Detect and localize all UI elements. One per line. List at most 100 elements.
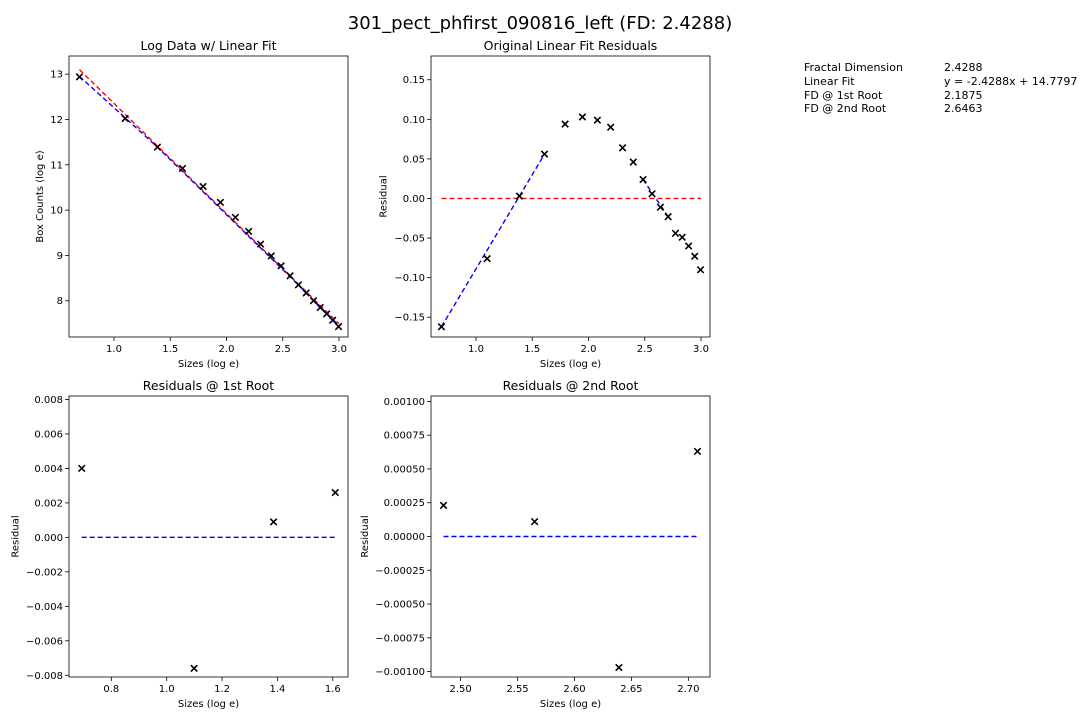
info-key-fractal-dimension: Fractal Dimension [804, 61, 903, 74]
data-point [286, 272, 294, 280]
data-point [656, 203, 665, 211]
y-tick-label: −0.00100 [375, 667, 425, 678]
y-axis-label: Residual [379, 175, 390, 217]
y-tick-label: 0.00100 [384, 397, 425, 408]
plot-frame [430, 55, 711, 338]
data-point [561, 120, 569, 128]
y-tick-label: 0.00075 [384, 431, 425, 442]
data-point [678, 233, 686, 242]
data-point [244, 227, 253, 236]
x-tick-label: 2.0 [219, 344, 235, 355]
y-tick-label: 0.002 [34, 498, 63, 509]
data-point [316, 303, 324, 312]
y-tick-label: 0.00 [403, 194, 425, 205]
y-tick-label: −0.15 [394, 313, 425, 324]
y-tick-label: −0.05 [394, 234, 425, 245]
x-axis-label: Sizes (log e) [178, 699, 239, 710]
x-tick-label: 1.0 [468, 344, 484, 355]
x-axis-label: Sizes (log e) [540, 699, 601, 710]
fit-line [642, 179, 669, 218]
info-table: Fractal Dimension 2.4288 Linear Fit y = … [804, 61, 1077, 115]
data-point [256, 240, 265, 248]
plot-frame [430, 395, 711, 678]
data-point [540, 150, 549, 158]
x-tick-label: 1.0 [159, 684, 175, 695]
data-point [684, 242, 693, 250]
x-axis-label: Sizes (log e) [178, 359, 239, 370]
data-point [483, 254, 491, 263]
y-axis-label: Residual [360, 515, 371, 557]
data-point [328, 316, 337, 324]
data-point [693, 447, 702, 456]
x-tick-label: 2.55 [506, 684, 528, 695]
data-point [578, 113, 587, 121]
info-key-fd-1st-root: FD @ 1st Root [804, 89, 883, 102]
y-tick-label: 0.00050 [384, 464, 425, 475]
data-point [77, 464, 86, 473]
data-point [267, 252, 276, 260]
x-tick-label: 2.5 [275, 344, 291, 355]
x-tick-label: 1.0 [106, 344, 122, 355]
panel-residuals-2nd-root: Residuals @ 2nd Root 2.50 2.55 2.60 2.65 2.70… [360, 378, 711, 710]
panel-original-residuals: Original Linear Fit Residuals 1.0 1.5 2.0 2.… [379, 38, 711, 370]
y-tick-label: 12 [50, 115, 63, 126]
plot-title: Original Linear Fit Residuals [484, 38, 658, 53]
data-point [331, 488, 340, 497]
x-tick-label: 2.70 [677, 684, 699, 695]
info-key-fd-2nd-root: FD @ 2nd Root [804, 102, 887, 115]
x-tick-label: 2.0 [581, 344, 597, 355]
y-tick-label: 0.000 [34, 533, 63, 544]
x-tick-label: 2.60 [563, 684, 585, 695]
y-tick-label: −0.00025 [375, 566, 425, 577]
y-axis-label: Box Counts (log e) [35, 150, 46, 242]
data-point [696, 265, 705, 274]
x-tick-label: 2.5 [637, 344, 653, 355]
data-point [593, 116, 602, 124]
x-tick-label: 1.5 [162, 344, 178, 355]
x-tick-label: 0.8 [103, 684, 119, 695]
y-tick-label: 11 [50, 160, 63, 171]
y-tick-label: 0.00025 [384, 498, 425, 509]
data-point [618, 144, 627, 152]
y-tick-label: −0.00050 [375, 600, 425, 611]
data-point [606, 123, 615, 132]
plot-frame [68, 55, 349, 338]
plot-title: Log Data w/ Linear Fit [140, 38, 276, 53]
data-point [664, 212, 672, 221]
x-tick-label: 1.6 [325, 684, 341, 695]
fit-line [78, 75, 340, 327]
y-tick-label: −0.004 [26, 602, 63, 613]
data-point [334, 322, 343, 331]
y-tick-label: −0.006 [26, 636, 63, 647]
data-point [231, 213, 240, 222]
y-tick-label: 0.05 [403, 154, 425, 165]
y-axis-label: Residual [10, 515, 21, 557]
x-tick-label: 1.4 [269, 684, 285, 695]
data-point [75, 73, 84, 81]
data-point [294, 281, 303, 289]
fit-line [440, 153, 546, 328]
data-point [530, 517, 539, 526]
data-point [322, 310, 331, 318]
x-tick-label: 1.2 [214, 684, 230, 695]
panel-log-data: Log Data w/ Linear Fit 1.0 1.5 2.0 2.5 3.0 8 9 1… [35, 38, 349, 370]
x-tick-label: 1.5 [524, 344, 540, 355]
info-value-fd-2nd-root: 2.6463 [944, 102, 983, 115]
y-tick-label: 10 [50, 206, 63, 217]
x-tick-label: 2.50 [449, 684, 471, 695]
data-point [216, 198, 225, 207]
info-value-fd-1st-root: 2.1875 [944, 89, 983, 102]
data-point [178, 164, 187, 173]
info-value-linear-fit: y = -2.4288x + 14.7797 [944, 75, 1077, 88]
y-tick-label: 8 [57, 296, 63, 307]
data-point [639, 175, 647, 184]
y-tick-label: 0.006 [34, 429, 63, 440]
y-tick-label: −0.008 [26, 671, 63, 682]
data-point [309, 296, 318, 305]
y-tick-label: −0.10 [394, 273, 425, 284]
data-point [269, 518, 278, 526]
x-tick-label: 3.0 [331, 344, 347, 355]
x-axis-label: Sizes (log e) [540, 359, 601, 370]
y-tick-label: 0.00000 [384, 532, 425, 543]
